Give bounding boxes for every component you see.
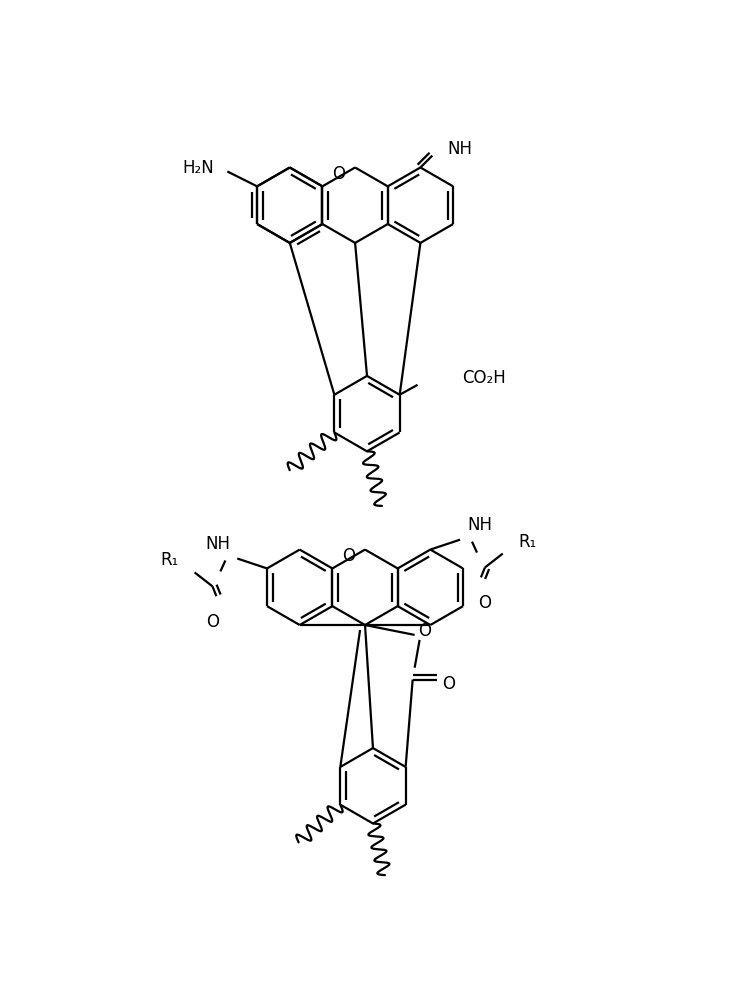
Text: O: O bbox=[419, 622, 432, 640]
Text: R₁: R₁ bbox=[161, 551, 178, 569]
Text: O: O bbox=[342, 547, 355, 565]
Text: O: O bbox=[206, 614, 219, 631]
Text: NH: NH bbox=[467, 516, 492, 534]
Text: R₁: R₁ bbox=[519, 533, 537, 550]
Text: CO₂H: CO₂H bbox=[462, 369, 506, 387]
Text: O: O bbox=[332, 165, 345, 183]
Text: NH: NH bbox=[447, 139, 472, 158]
Text: NH: NH bbox=[206, 535, 231, 552]
Text: O: O bbox=[442, 675, 455, 693]
Text: H₂N: H₂N bbox=[183, 159, 214, 178]
Text: O: O bbox=[478, 594, 492, 613]
